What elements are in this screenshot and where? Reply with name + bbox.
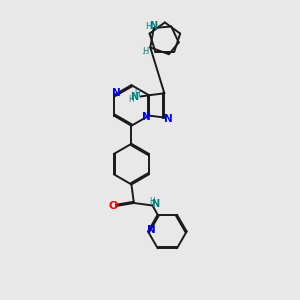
Text: H: H bbox=[128, 95, 134, 104]
Text: H: H bbox=[150, 197, 155, 206]
Text: N: N bbox=[142, 112, 151, 122]
Text: H: H bbox=[134, 89, 140, 98]
Text: H: H bbox=[142, 47, 148, 56]
Text: H: H bbox=[145, 22, 152, 31]
Text: O: O bbox=[108, 201, 118, 211]
Text: N: N bbox=[152, 199, 160, 209]
Text: N: N bbox=[164, 114, 172, 124]
Text: N: N bbox=[112, 88, 121, 98]
Text: ··: ·· bbox=[142, 50, 148, 59]
Text: N: N bbox=[130, 92, 138, 101]
Text: N: N bbox=[149, 21, 157, 31]
Text: N: N bbox=[147, 225, 156, 235]
